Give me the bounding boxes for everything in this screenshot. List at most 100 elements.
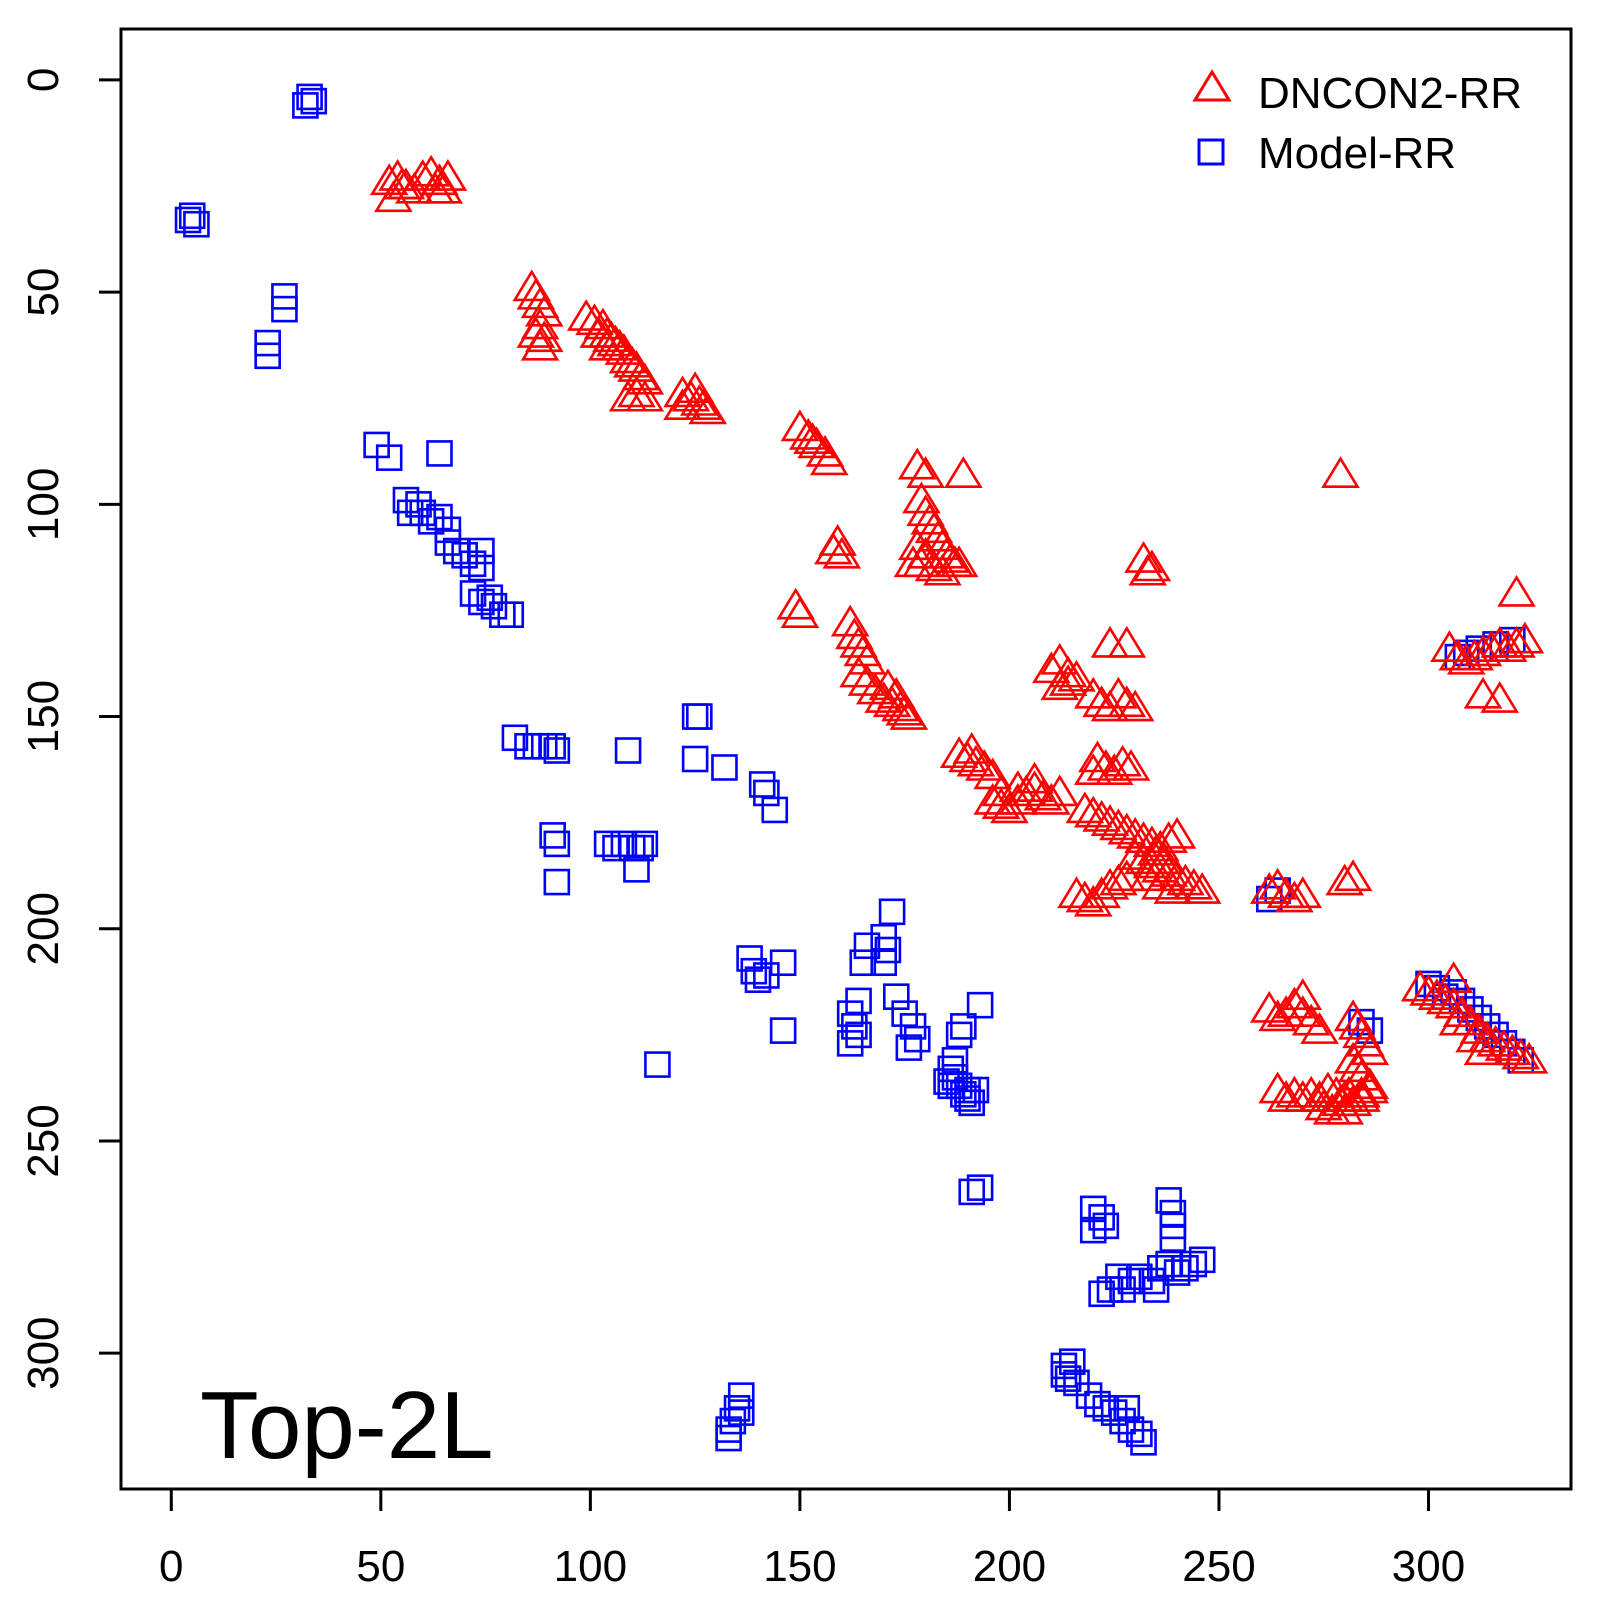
model-rr-point (497, 601, 525, 628)
x-axis: 0 50 100 150 200 250 300 (159, 1487, 1465, 1591)
dncon2-rr-point (1275, 880, 1314, 913)
dncon2-rr-point (1090, 867, 1130, 900)
dncon2-rr-point (1124, 821, 1163, 853)
model-rr-point (614, 737, 642, 764)
model-rr-point (1088, 1280, 1115, 1308)
dncon2-rr-point (939, 545, 979, 578)
model-rr-point (878, 898, 906, 926)
dncon2-rr-point (1317, 1075, 1356, 1108)
model-rr-point (681, 745, 709, 773)
dncon2-rr-point (1124, 541, 1163, 573)
dncon2-rr-point (424, 171, 463, 204)
dncon2-rr-point (1107, 859, 1147, 892)
dncon2-rr-point (885, 693, 924, 726)
model-rr-point (468, 554, 495, 582)
dncon2-rr-point (1174, 867, 1214, 900)
dncon2-rr-point (1488, 630, 1528, 662)
model-rr-point (417, 508, 445, 535)
dncon2-rr-point (981, 774, 1021, 807)
dncon2-rr-point (1501, 1037, 1541, 1070)
model-rr-point (962, 1076, 990, 1104)
model-rr-point (543, 737, 571, 764)
dncon2-rr-point (1308, 1071, 1348, 1104)
model-rr-point (610, 830, 638, 858)
model-rr-point (870, 949, 898, 977)
model-rr-point (941, 1047, 969, 1074)
model-rr-point (1130, 1429, 1157, 1456)
dncon2-rr-point (566, 299, 606, 331)
model-rr-point (836, 1030, 864, 1057)
dncon2-rr-point (809, 443, 849, 476)
model-rr-point (539, 732, 566, 760)
y-tick-label: 0 (19, 68, 68, 92)
model-rr-point (623, 856, 650, 883)
dncon2-rr-point (1107, 685, 1147, 718)
y-axis: 0 50 100 150 200 250 300 (19, 68, 123, 1390)
dncon2-rr-point (403, 159, 443, 191)
model-rr-point (715, 1424, 742, 1452)
dncon2-rr-point (1032, 782, 1071, 815)
dncon2-rr-point (1417, 978, 1457, 1010)
dncon2-rr-point (688, 392, 728, 425)
legend-label-dncon2: DNCON2-RR (1258, 69, 1522, 118)
dncon2-rr-point (1040, 774, 1080, 807)
model-rr-point (841, 1013, 868, 1040)
dncon2-rr-point (1124, 842, 1163, 875)
dncon2-rr-point (1086, 748, 1126, 781)
model-rr-point (882, 983, 910, 1010)
x-tick-label: 250 (1182, 1542, 1255, 1591)
model-rr-point (271, 295, 298, 323)
dncon2-rr-point (1182, 872, 1222, 904)
model-rr-point (174, 206, 202, 234)
dncon2-rr-point (1400, 969, 1440, 1002)
dncon2-rr-point (1099, 808, 1138, 841)
model-rr-point (1079, 1216, 1107, 1244)
dncon2-rr-point (596, 324, 635, 357)
dncon2-rr-point (663, 375, 702, 408)
y-tick-label: 250 (19, 1104, 68, 1177)
dncon2-rr-point (1249, 872, 1289, 904)
dncon2-rr-point (663, 388, 702, 421)
dncon2-rr-point (906, 456, 945, 488)
dncon2-rr-point (797, 426, 836, 459)
points-layer (174, 83, 1549, 1456)
dncon2-rr-point (780, 409, 820, 442)
model-rr-point (761, 796, 789, 824)
model-rr-point (769, 949, 797, 977)
dncon2-rr-point (1073, 753, 1113, 786)
dncon2-rr-point (1342, 1075, 1381, 1108)
model-rr-point (409, 499, 437, 527)
dncon2-rr-point (998, 770, 1038, 803)
dncon2-rr-point (1463, 1033, 1503, 1066)
model-rr-point (727, 1399, 755, 1426)
y-tick-label: 100 (19, 468, 68, 541)
dncon2-rr-point (868, 668, 908, 701)
dncon2-rr-point (1111, 748, 1151, 781)
dncon2-rr-point (1057, 659, 1096, 692)
model-rr-point (1113, 1395, 1141, 1422)
dncon2-rr-point (1073, 795, 1113, 828)
dncon2-rr-point (1073, 676, 1113, 709)
dncon2-rr-point (1128, 553, 1168, 586)
model-rr-point (748, 771, 776, 798)
plot-frame (119, 27, 1573, 1491)
dncon2-rr-point (1032, 651, 1071, 684)
dncon2-rr-point (923, 553, 962, 586)
x-tick-label: 0 (159, 1542, 183, 1591)
dncon2-rr-point (1325, 863, 1365, 896)
dncon2-rr-point (1463, 634, 1503, 667)
model-rr-point (769, 1017, 797, 1044)
y-tick-label: 300 (19, 1316, 68, 1389)
model-rr-point (727, 1382, 755, 1409)
dncon2-rr-point (1434, 986, 1473, 1019)
dncon2-rr-point (1103, 744, 1142, 777)
dncon2-rr-point (1153, 872, 1193, 904)
model-rr-point (631, 830, 659, 858)
dncon2-rr-point (788, 417, 828, 450)
dncon2-rr-point (1078, 740, 1117, 773)
dncon2-rr-point (876, 676, 916, 709)
x-tick-label: 50 (356, 1542, 405, 1591)
dncon2-rr-point (1258, 1071, 1297, 1104)
y-tick-label: 50 (19, 268, 68, 317)
model-rr-point (178, 202, 206, 230)
